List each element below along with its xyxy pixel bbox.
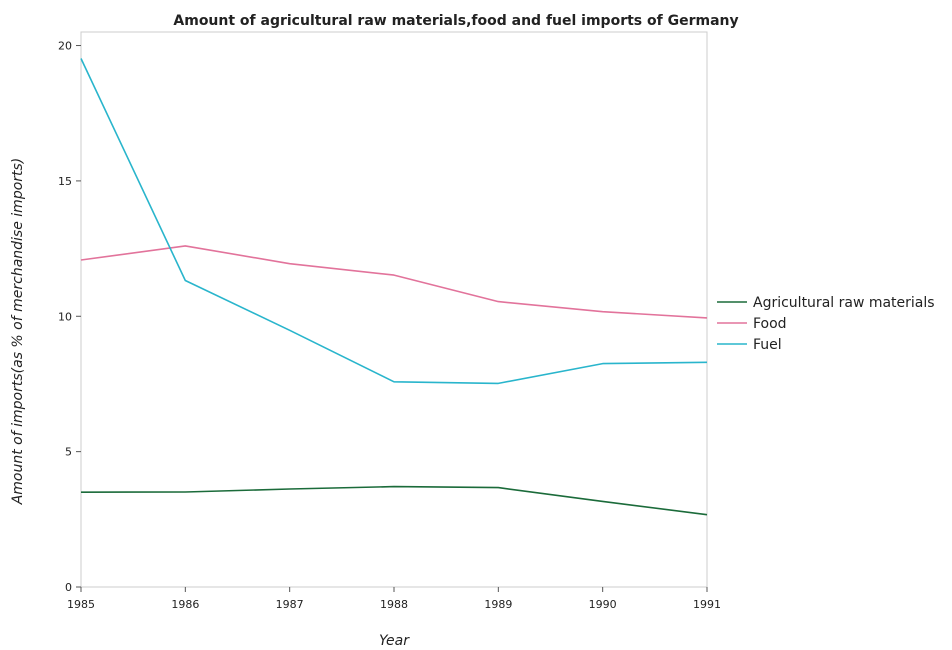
y-axis: 0 5 10 15 20 [58, 40, 81, 594]
plot-area [80, 31, 708, 588]
legend: Agricultural raw materials Food Fuel [717, 295, 935, 353]
y-tick-label: 0 [65, 581, 72, 594]
series-lines [80, 58, 708, 516]
y-tick-label: 5 [65, 446, 72, 459]
x-axis: 1985 1986 1987 1988 1989 1990 1991 [67, 587, 721, 611]
y-tick-label: 20 [58, 40, 72, 53]
series-line-fuel [80, 58, 708, 385]
y-tick-label: 10 [58, 310, 72, 323]
x-axis-label: Year [379, 633, 410, 649]
x-tick-label: 1989 [484, 598, 512, 611]
legend-label: Fuel [753, 337, 782, 353]
x-tick-label: 1985 [67, 598, 95, 611]
x-tick-label: 1991 [693, 598, 721, 611]
y-tick-label: 15 [58, 175, 72, 188]
x-tick-label: 1986 [171, 598, 199, 611]
legend-label: Agricultural raw materials [753, 295, 935, 311]
legend-label: Food [753, 316, 787, 332]
x-tick-label: 1988 [380, 598, 408, 611]
plot-border [80, 31, 708, 588]
y-axis-label: Amount of imports(as % of merchandise im… [10, 158, 26, 506]
x-tick-label: 1987 [276, 598, 304, 611]
chart-title: Amount of agricultural raw materials,foo… [173, 13, 738, 29]
series-line-agricultural-raw-materials [80, 485, 708, 516]
x-tick-label: 1990 [589, 598, 617, 611]
series-line-food [80, 245, 708, 319]
